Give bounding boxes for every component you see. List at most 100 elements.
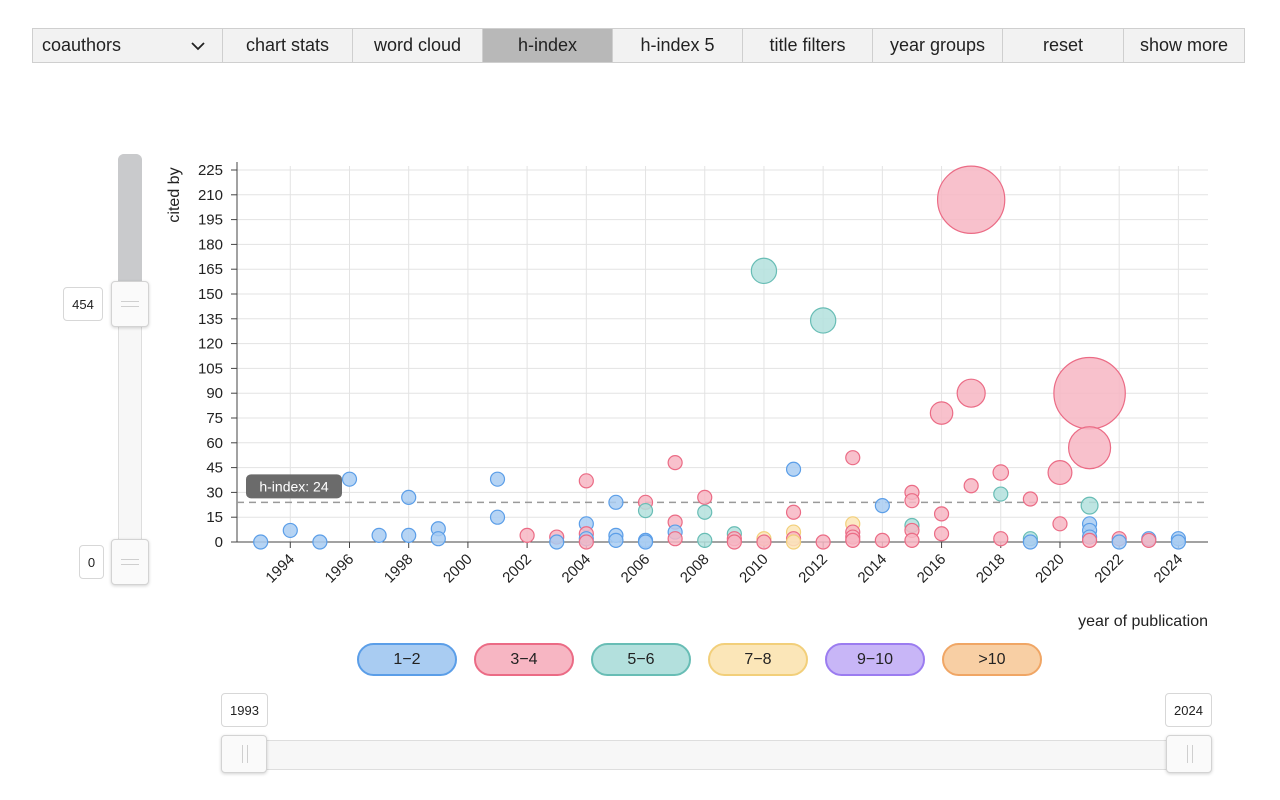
data-point (929, 401, 954, 425)
y-tick-label: 105 (198, 360, 223, 377)
data-point (578, 473, 594, 489)
legend-label: 3−4 (510, 650, 538, 668)
y-tick-label: 30 (206, 484, 223, 501)
legend-item-9-10[interactable]: 9−10 (825, 643, 925, 676)
scatter-chart: 0 15 30 45 60 75 90 105 120 135 150 165 180 195 210 225… (166, 162, 1208, 630)
data-point (667, 455, 683, 471)
x-tick-label: 1994 (262, 551, 298, 587)
coauthors-select-label: coauthors (42, 35, 122, 55)
x-tick-label: 2000 (440, 551, 476, 587)
data-point (1081, 532, 1098, 548)
data-point (874, 532, 890, 548)
word-cloud-button[interactable]: word cloud (353, 29, 483, 62)
x-axis-label: year of publication (1078, 613, 1208, 630)
data-point (815, 534, 831, 550)
legend-label: 5−6 (627, 650, 655, 668)
data-point (697, 532, 713, 548)
x-tick-label: 1998 (381, 551, 417, 587)
legend-item-gt-10[interactable]: >10 (942, 643, 1042, 676)
year-slider-track[interactable] (222, 740, 1212, 770)
h-index-5-button[interactable]: h-index 5 (613, 29, 743, 62)
legend-item-1-2[interactable]: 1−2 (357, 643, 457, 676)
data-point (489, 509, 506, 525)
legend-label: 7−8 (744, 650, 772, 668)
data-point (933, 506, 950, 522)
data-point (963, 478, 979, 494)
x-tick-label: 2010 (736, 551, 772, 587)
coauthors-select[interactable]: coauthors (33, 29, 223, 62)
data-point (637, 534, 654, 550)
show-more-button[interactable]: show more (1124, 29, 1244, 62)
legend-label: 1−2 (393, 650, 421, 668)
x-tick-label: 2012 (795, 551, 831, 587)
year-max-handle[interactable] (1166, 735, 1212, 773)
word-cloud-label: word cloud (373, 35, 462, 55)
y-tick-label: 150 (198, 286, 223, 303)
y-tick-label: 15 (206, 509, 223, 526)
data-point (785, 504, 802, 520)
data-point (401, 489, 417, 505)
data-point (341, 471, 358, 487)
chart-stats-label: chart stats (245, 35, 330, 55)
legend-label: >10 (978, 650, 1006, 668)
data-point (1047, 460, 1073, 486)
data-point (785, 534, 802, 550)
x-tick-label: 2002 (499, 551, 535, 587)
data-point (697, 489, 713, 505)
legend-item-3-4[interactable]: 3−4 (474, 643, 574, 676)
x-tick-label: 2018 (973, 551, 1009, 587)
h-index-layer: h-index: 24 (237, 474, 1208, 504)
x-tick-label: 2004 (559, 551, 595, 587)
x-tick-label: 2022 (1091, 551, 1127, 587)
h-index-5-label: h-index 5 (640, 35, 715, 55)
x-tick-label: 2006 (618, 551, 654, 587)
year-min-handle[interactable] (221, 735, 267, 773)
cited-by-min-value: 0 (79, 545, 104, 579)
legend: 1−2 3−4 5−6 7−8 9−10 >10 (357, 643, 1059, 676)
data-point (1067, 426, 1112, 470)
axis-labels: cited by year of publication (166, 167, 1208, 630)
data-point (845, 532, 861, 548)
data-point (371, 527, 387, 543)
y-tick-label: 45 (206, 460, 223, 477)
data-point (253, 534, 269, 550)
chart-stats-button[interactable]: chart stats (223, 29, 353, 62)
data-point (956, 378, 986, 408)
cited-by-max-handle[interactable] (111, 281, 149, 327)
h-index-button[interactable]: h-index (483, 29, 613, 62)
title-filters-label: title filters (769, 35, 846, 55)
reset-button[interactable]: reset (1003, 29, 1124, 62)
data-point (756, 534, 772, 550)
title-filters-button[interactable]: title filters (743, 29, 873, 62)
data-point (1170, 534, 1186, 550)
data-point (519, 527, 535, 543)
data-point (578, 534, 594, 550)
x-tick-label: 2016 (914, 551, 950, 587)
points (253, 165, 1186, 550)
data-point (1141, 532, 1157, 548)
x-tick-label: 2024 (1151, 551, 1187, 587)
legend-item-5-6[interactable]: 5−6 (591, 643, 691, 676)
data-point (637, 502, 654, 519)
data-point (697, 504, 713, 520)
data-point (312, 534, 328, 550)
y-tick-label: 0 (215, 534, 223, 551)
data-point (993, 486, 1009, 502)
data-point (726, 534, 742, 550)
legend-item-7-8[interactable]: 7−8 (708, 643, 808, 676)
grid (237, 166, 1208, 543)
data-point (608, 494, 624, 510)
data-point (809, 307, 837, 334)
year-groups-button[interactable]: year groups (873, 29, 1003, 62)
data-point (750, 257, 778, 285)
cited-by-min-handle[interactable] (111, 539, 149, 585)
show-more-label: show more (1139, 35, 1229, 55)
x-tick-label: 1996 (322, 551, 358, 587)
cited-by-max-value: 454 (63, 287, 103, 321)
data-point (993, 531, 1009, 547)
toolbar: coauthors chart stats word cloud h-index… (32, 28, 1245, 63)
legend-label: 9−10 (856, 650, 894, 668)
y-tick-label: 135 (198, 311, 223, 328)
chevron-down-icon (191, 41, 205, 50)
data-point (401, 527, 417, 543)
